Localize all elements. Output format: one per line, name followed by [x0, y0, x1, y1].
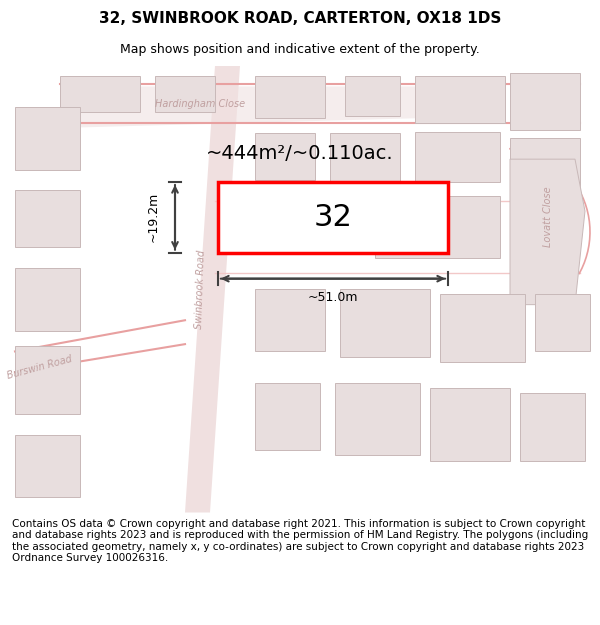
Bar — [535, 294, 590, 351]
Bar — [340, 289, 430, 357]
Bar — [430, 388, 510, 461]
Bar — [255, 133, 315, 180]
Bar — [330, 133, 400, 185]
Bar — [155, 76, 215, 112]
Bar — [60, 76, 140, 112]
Bar — [255, 196, 365, 252]
Bar — [15, 107, 80, 169]
Text: ~444m²/~0.110ac.: ~444m²/~0.110ac. — [206, 144, 394, 164]
Bar — [335, 382, 420, 456]
Text: 32, SWINBROOK ROAD, CARTERTON, OX18 1DS: 32, SWINBROOK ROAD, CARTERTON, OX18 1DS — [99, 11, 501, 26]
Text: Map shows position and indicative extent of the property.: Map shows position and indicative extent… — [120, 42, 480, 56]
Bar — [415, 76, 505, 122]
Text: 32: 32 — [314, 203, 352, 232]
Bar — [345, 76, 400, 116]
Bar — [15, 346, 80, 414]
Bar — [15, 434, 80, 497]
Bar — [440, 294, 525, 362]
Bar — [270, 211, 300, 237]
Text: Hardingham Close: Hardingham Close — [155, 99, 245, 109]
Bar — [390, 216, 420, 242]
Text: ~19.2m: ~19.2m — [146, 192, 160, 242]
Bar — [15, 191, 80, 248]
Bar — [15, 268, 80, 331]
Bar — [255, 76, 325, 118]
Bar — [415, 132, 500, 182]
Text: Lovatt Close: Lovatt Close — [543, 186, 553, 247]
Bar — [218, 182, 448, 253]
Bar — [510, 138, 580, 196]
Text: ~51.0m: ~51.0m — [308, 291, 358, 304]
Bar — [520, 393, 585, 461]
Text: Swinbrook Road: Swinbrook Road — [194, 249, 206, 329]
Bar — [375, 196, 500, 258]
Polygon shape — [60, 86, 450, 128]
Text: Burswin Road: Burswin Road — [7, 354, 74, 381]
Bar — [255, 382, 320, 450]
Bar — [255, 289, 325, 351]
Polygon shape — [185, 66, 240, 512]
Bar — [510, 73, 580, 130]
Text: Contains OS data © Crown copyright and database right 2021. This information is : Contains OS data © Crown copyright and d… — [12, 519, 588, 563]
Polygon shape — [510, 159, 585, 304]
